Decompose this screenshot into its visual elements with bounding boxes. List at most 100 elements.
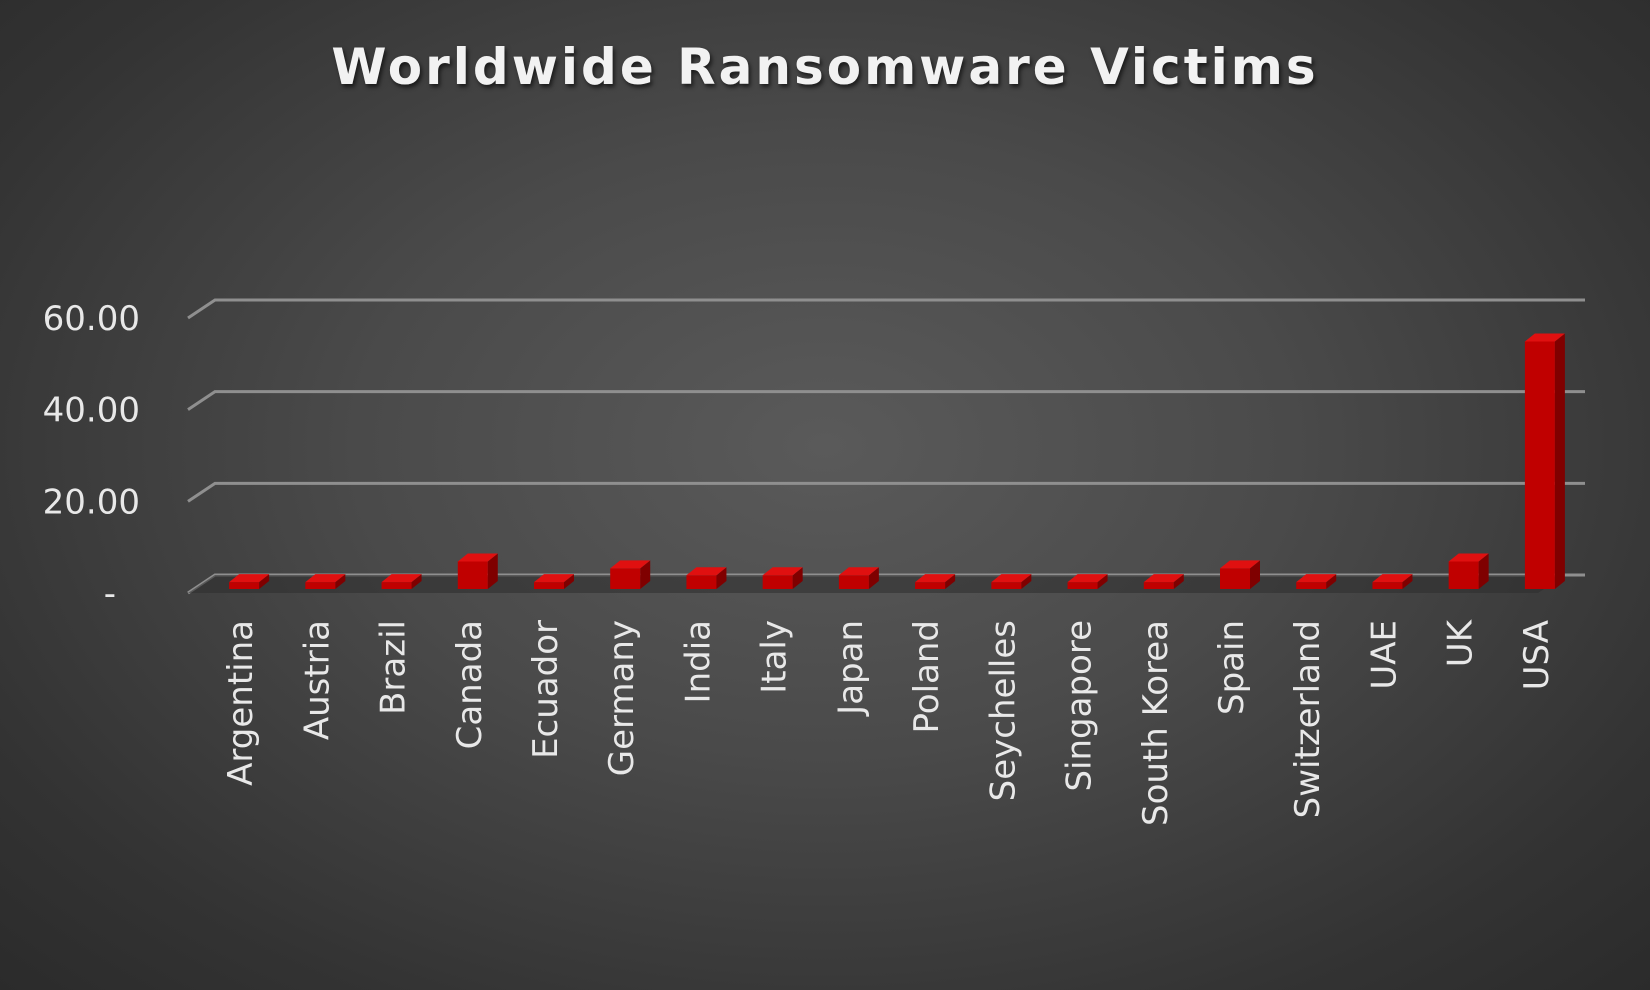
bar-front (686, 575, 717, 589)
x-tick-label: Spain (1212, 620, 1252, 715)
bar-top (1220, 560, 1260, 569)
x-tick-label: Singapore (1060, 620, 1100, 792)
bar-front (1296, 582, 1327, 589)
bar-side (1173, 574, 1184, 589)
bar-front (1067, 582, 1098, 589)
bars (229, 333, 1565, 589)
bar-top (381, 574, 422, 583)
bar-top (1296, 574, 1337, 583)
bar (1067, 574, 1108, 589)
bar-side (1097, 574, 1108, 589)
bar-top (534, 574, 574, 583)
bar-front (838, 575, 869, 589)
y-tick-label: 20.00 (43, 482, 140, 522)
bar-side (564, 574, 574, 589)
bar-top (610, 560, 651, 569)
bar (1296, 574, 1337, 589)
bar-side (640, 560, 651, 589)
x-tick-label: South Korea (1136, 620, 1176, 826)
bar-top (1067, 574, 1108, 583)
bar-front (457, 561, 488, 589)
gridline (187, 390, 1585, 411)
bar-top (686, 567, 727, 576)
bar-front (762, 575, 793, 589)
x-tick-label: USA (1517, 620, 1557, 690)
bar (305, 574, 346, 589)
bar (762, 567, 803, 589)
bar (1143, 574, 1184, 589)
bar-side (259, 574, 270, 589)
bar (610, 560, 651, 589)
x-tick-label: Italy (755, 620, 795, 694)
gridline (187, 481, 1585, 503)
bar-side (1478, 553, 1489, 589)
x-axis: Argentina Austria Brazil Canada Ecuador Germa… (221, 618, 1557, 826)
bar-side (945, 574, 956, 589)
x-tick-label: UK (1441, 618, 1481, 667)
bar-top (457, 553, 498, 562)
bar-side (1250, 560, 1260, 589)
bar-side (868, 567, 879, 589)
x-tick-label: India (678, 620, 718, 703)
bar-top (305, 574, 346, 583)
bar-side (1326, 574, 1337, 589)
y-tick-label: - (104, 574, 116, 614)
bar-front (1143, 582, 1174, 589)
x-tick-label: Japan (831, 620, 871, 717)
bar-side (1402, 574, 1413, 589)
bar (1220, 560, 1260, 589)
bar-top (915, 574, 956, 583)
x-tick-label: UAE (1364, 620, 1404, 690)
chart-title: Worldwide Ransomware Victims (331, 38, 1319, 96)
bar-side (1554, 333, 1565, 589)
bar-top (1524, 333, 1565, 342)
bar-front (1220, 568, 1250, 589)
bar-front (305, 582, 336, 589)
bar-top (229, 574, 270, 583)
bar-front (991, 582, 1022, 589)
bar-front (1524, 341, 1555, 589)
bar-front (1448, 561, 1479, 589)
gridlines (187, 298, 1585, 595)
gridline (187, 298, 1585, 320)
bar (915, 574, 956, 589)
bar (1448, 553, 1489, 589)
bar (991, 574, 1032, 589)
y-tick-label: 40.00 (43, 391, 140, 431)
bar-top (762, 567, 803, 576)
bar-front (381, 582, 412, 589)
bar-front (534, 582, 564, 589)
bar-side (335, 574, 346, 589)
bar (1524, 333, 1565, 589)
bar-front (915, 582, 946, 589)
bar-top (991, 574, 1032, 583)
bar-side (411, 574, 422, 589)
bar-top (1372, 574, 1413, 583)
bar (686, 567, 727, 589)
x-tick-label: Canada (450, 620, 490, 749)
bar-front (229, 582, 260, 589)
bar (381, 574, 422, 589)
x-tick-label: Germany (602, 620, 642, 776)
bar-side (716, 567, 727, 589)
bar (457, 553, 498, 589)
x-tick-label: Brazil (374, 620, 414, 715)
x-tick-label: Seychelles (983, 620, 1023, 801)
bar (838, 567, 879, 589)
bar-side (1021, 574, 1032, 589)
bar (229, 574, 270, 589)
x-tick-label: Switzerland (1288, 620, 1328, 818)
x-tick-label: Austria (297, 620, 337, 740)
bar (534, 574, 574, 589)
bar-front (610, 568, 641, 589)
y-tick-label: 60.00 (43, 299, 140, 339)
x-tick-label: Argentina (221, 620, 261, 786)
bar-top (838, 567, 879, 576)
bar-top (1448, 553, 1489, 562)
x-tick-label: Poland (907, 620, 947, 734)
bar-side (792, 567, 803, 589)
y-axis: - 20.00 40.00 60.00 (43, 299, 140, 614)
bar-top (1143, 574, 1184, 583)
